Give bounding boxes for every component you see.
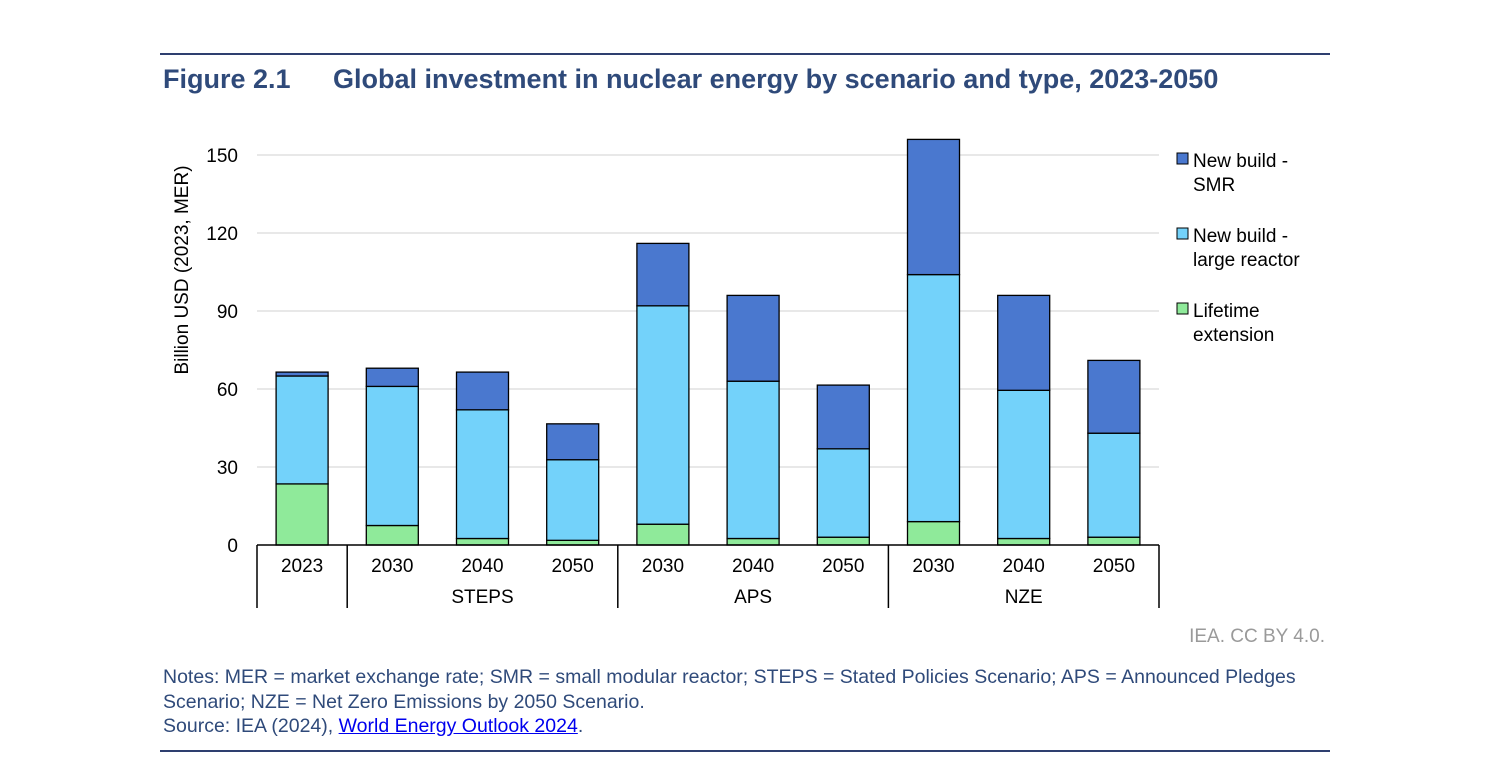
legend-label: New build -	[1193, 226, 1288, 247]
bar-segment	[997, 537, 1051, 546]
legend-label: SMR	[1193, 175, 1235, 196]
notes-text: Notes: MER = market exchange rate; SMR =…	[163, 666, 1296, 713]
credit-text: IEA. CC BY 4.0.	[1189, 626, 1325, 647]
y-tick-label: 150	[206, 146, 238, 167]
bar-segment	[726, 537, 780, 546]
legend-label: New build -	[1193, 151, 1288, 172]
legend-swatch	[1176, 227, 1189, 240]
y-tick-label: 30	[217, 458, 238, 479]
bar-segment	[997, 294, 1051, 391]
bar-segment	[997, 389, 1051, 540]
bar-segment	[455, 537, 510, 546]
notes-block: Notes: MER = market exchange rate; SMR =…	[163, 665, 1333, 739]
x-tick-label: 2040	[1003, 556, 1045, 577]
bar-segment	[906, 520, 961, 546]
x-tick-label: 2030	[371, 556, 413, 577]
bar-segment	[455, 409, 510, 540]
y-tick-label: 60	[217, 380, 238, 401]
bar-segment	[816, 448, 870, 538]
group-label: NZE	[1005, 587, 1043, 608]
bar-segment	[636, 305, 690, 525]
bar-segment	[816, 384, 870, 450]
bar-segment	[365, 367, 419, 388]
y-tick-label: 120	[206, 224, 238, 245]
y-tick-label: 90	[217, 302, 238, 323]
x-tick-label: 2050	[552, 556, 594, 577]
source-prefix: Source: IEA (2024),	[163, 715, 339, 737]
bar-segment	[546, 459, 600, 541]
bar-segment	[365, 524, 419, 546]
x-tick-label: 2050	[1093, 556, 1135, 577]
x-tick-label: 2040	[461, 556, 503, 577]
legend-label: extension	[1193, 325, 1274, 346]
y-tick-label: 0	[227, 536, 238, 557]
group-label: APS	[734, 587, 772, 608]
figure-label: Figure 2.1	[163, 64, 291, 94]
bottom-rule	[160, 750, 1330, 752]
x-tick-label: 2030	[912, 556, 954, 577]
bar-segment	[726, 380, 780, 540]
legend-swatch	[1176, 152, 1189, 165]
x-tick-label: 2030	[642, 556, 684, 577]
bar-segment	[546, 423, 600, 461]
figure-header: Figure 2.1 Global investment in nuclear e…	[163, 64, 1218, 95]
bar-segment	[726, 294, 780, 382]
bar-segment	[1087, 359, 1141, 434]
bar-segment	[455, 371, 510, 411]
legend-swatch	[1176, 302, 1189, 315]
x-tick-label: 2040	[732, 556, 774, 577]
bar-segment	[816, 536, 870, 546]
bar-segment	[275, 375, 329, 485]
figure-title: Global investment in nuclear energy by s…	[333, 64, 1219, 94]
bar-segment	[1087, 432, 1141, 538]
bar-segment	[365, 385, 419, 527]
bar-segment	[636, 523, 690, 546]
y-axis-label: Billion USD (2023, MER)	[172, 165, 193, 374]
group-label: STEPS	[451, 587, 513, 608]
top-rule	[160, 53, 1330, 55]
bar-segment	[275, 483, 329, 546]
x-tick-label: 2050	[822, 556, 864, 577]
bar-segment	[636, 242, 690, 307]
legend-label: large reactor	[1193, 250, 1300, 271]
source-link[interactable]: World Energy Outlook 2024	[338, 715, 578, 737]
legend-label: Lifetime	[1193, 301, 1260, 322]
bar-segment	[906, 273, 961, 523]
source-suffix: .	[577, 715, 584, 737]
x-tick-label: 2023	[281, 556, 323, 577]
source-line: Source: IEA (2024), World Energy Outlook…	[163, 714, 1333, 739]
bar-segment	[275, 371, 329, 377]
bar-segment	[906, 138, 961, 276]
bar-segment	[1087, 536, 1141, 546]
